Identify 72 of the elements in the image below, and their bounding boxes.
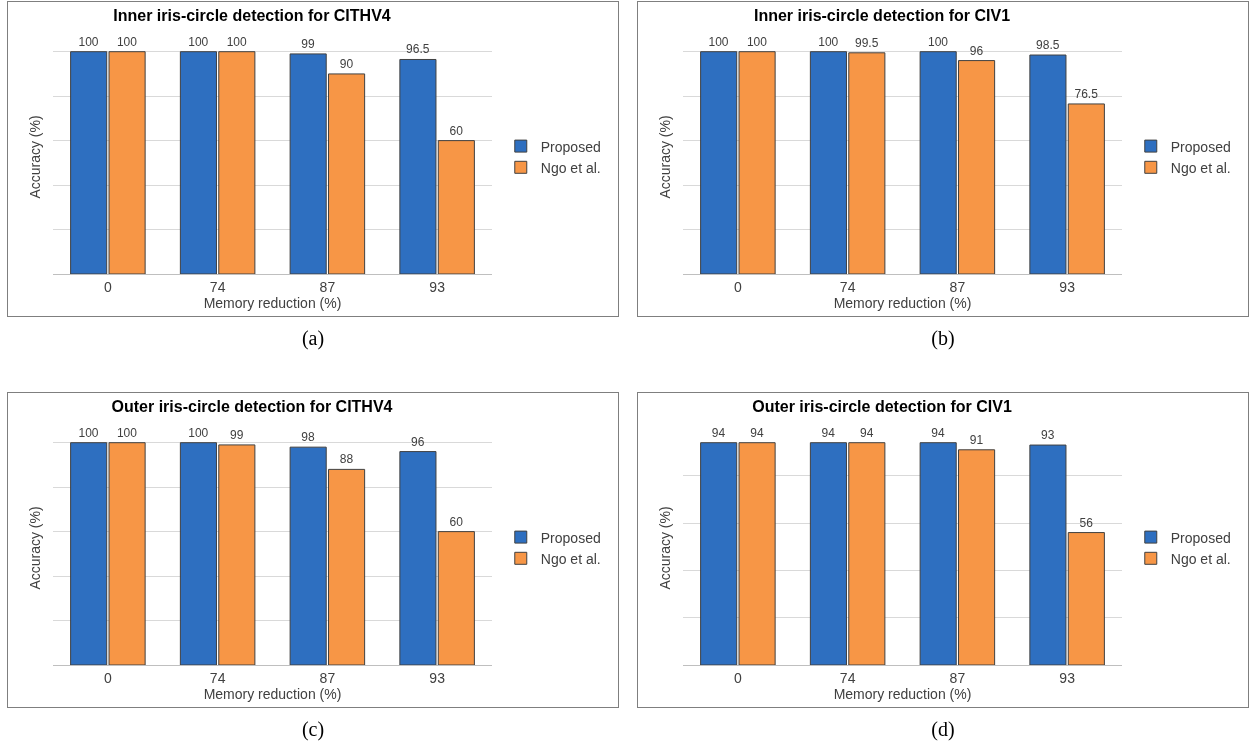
x-axis-title: Memory reduction (%) (833, 294, 972, 311)
data-label: 93 (1041, 428, 1055, 443)
data-label: 94 (860, 425, 874, 440)
x-tick-label: 93 (1059, 669, 1076, 686)
x-tick-label: 0 (103, 669, 112, 686)
x-axis-title: Memory reduction (%) (203, 294, 342, 311)
x-tick-label: 93 (1059, 278, 1076, 295)
data-label: 91 (969, 432, 984, 447)
data-label: 94 (711, 425, 726, 440)
x-tick-label: 74 (839, 278, 856, 295)
chart-title: Inner iris-circle detection for CIV1 (753, 7, 1011, 25)
data-label: 99 (301, 36, 315, 51)
text: (b) (930, 327, 956, 349)
data-label: 99.5 (854, 35, 879, 50)
y-axis-title: Accuracy (%) (656, 506, 673, 590)
y-axis-title: Accuracy (%) (656, 115, 673, 199)
x-axis-title: Memory reduction (%) (203, 685, 342, 702)
data-label: 100 (746, 34, 768, 49)
data-label: 98.5 (1036, 38, 1060, 53)
data-label: 99 (230, 427, 244, 442)
legend-label: Ngo et al. (540, 550, 601, 567)
data-label: 100 (188, 34, 209, 49)
data-label: 90 (339, 56, 354, 71)
x-tick-label: 87 (949, 669, 966, 686)
data-label: 100 (188, 425, 209, 440)
data-label: 96 (969, 43, 984, 58)
legend-label: Proposed (540, 529, 601, 546)
x-tick-label: 87 (319, 278, 336, 295)
x-tick-label: 93 (429, 669, 446, 686)
legend-label: Ngo et al. (1170, 550, 1231, 567)
chart-title: Outer iris-circle detection for CIV1 (752, 398, 1012, 416)
x-tick-label: 93 (429, 278, 446, 295)
data-label: 94 (750, 425, 764, 440)
x-axis-title: Memory reduction (%) (833, 685, 972, 702)
x-tick-label: 0 (733, 669, 742, 686)
data-label: 60 (449, 123, 464, 138)
data-label: 100 (78, 34, 99, 49)
data-label: 100 (708, 34, 729, 49)
text: (c) (300, 718, 326, 740)
legend-label: Proposed (540, 138, 601, 155)
x-tick-label: 0 (103, 278, 112, 295)
data-label: 100 (818, 34, 839, 49)
legend-label: Proposed (1170, 529, 1231, 546)
legend-label: Proposed (1170, 138, 1231, 155)
data-label: 100 (927, 34, 949, 49)
y-axis-title: Accuracy (%) (26, 115, 43, 199)
x-tick-label: 87 (319, 669, 336, 686)
x-tick-label: 74 (209, 278, 226, 295)
legend-label: Ngo et al. (1170, 159, 1231, 176)
legend-label: Ngo et al. (540, 159, 601, 176)
text: (d) (930, 718, 956, 740)
text: (a) (300, 327, 326, 349)
data-label: 56 (1079, 515, 1094, 530)
x-tick-label: 74 (839, 669, 856, 686)
x-tick-label: 0 (733, 278, 742, 295)
data-label: 100 (226, 34, 248, 49)
data-label: 98 (301, 430, 315, 445)
y-axis-title: Accuracy (%) (26, 506, 43, 590)
data-label: 100 (116, 34, 138, 49)
data-label: 100 (116, 425, 138, 440)
x-tick-label: 74 (209, 669, 226, 686)
data-label: 100 (78, 425, 99, 440)
data-label: 96.5 (406, 42, 430, 57)
data-label: 96 (411, 434, 425, 449)
data-label: 60 (449, 514, 464, 529)
data-label: 88 (339, 452, 354, 467)
x-tick-label: 87 (949, 278, 966, 295)
data-label: 94 (821, 425, 836, 440)
data-label: 76.5 (1074, 86, 1099, 101)
data-label: 94 (931, 425, 945, 440)
chart-title: Outer iris-circle detection for CITHV4 (111, 398, 393, 416)
chart-title: Inner iris-circle detection for CITHV4 (113, 7, 391, 25)
